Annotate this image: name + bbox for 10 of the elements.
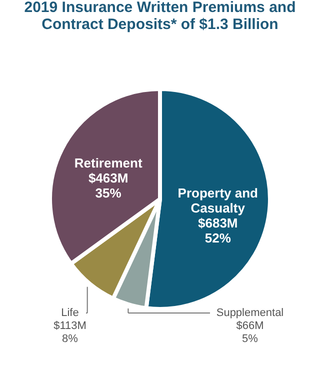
slice-label: Supplemental (216, 307, 284, 319)
data-label: $683M 52% (198, 216, 238, 246)
slice-label: Retirement (74, 156, 143, 171)
slice-label: Life (61, 307, 79, 319)
text: 2019 Insurance Written Premiums and (24, 0, 296, 16)
data-label: $463M 35% (88, 170, 128, 201)
data-label: $113M 8% (54, 320, 86, 345)
slice-label: Property and Casualty (178, 186, 258, 216)
data-label: $66M 5% (236, 320, 264, 345)
text: Contract Deposits* of $1.3 Billion (42, 16, 278, 33)
